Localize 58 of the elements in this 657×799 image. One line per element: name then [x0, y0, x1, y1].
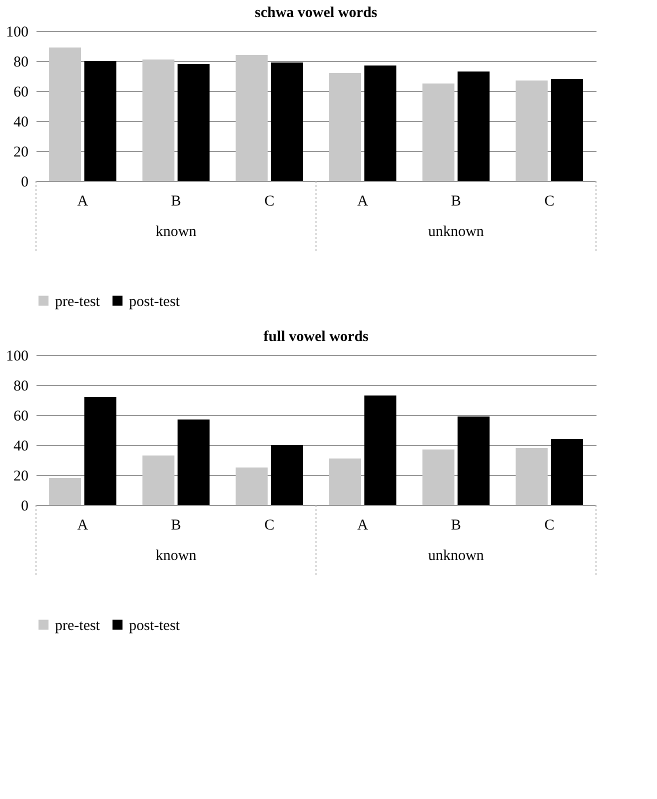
bar	[142, 60, 174, 181]
y-tick-label: 60	[14, 84, 28, 100]
bar	[49, 48, 82, 181]
legend-label: pre-test	[55, 294, 101, 310]
x-tick-label: B	[170, 194, 182, 210]
legend-label: post-test	[129, 618, 181, 634]
bar	[550, 79, 583, 181]
bar	[178, 64, 210, 181]
bar	[142, 456, 174, 505]
bar	[270, 445, 303, 505]
x-tick-label: C	[264, 518, 274, 534]
bar	[458, 416, 490, 505]
x-tick-label: A	[77, 518, 88, 534]
x-tick-label: C	[544, 194, 554, 210]
x-tick-label: B	[450, 518, 462, 534]
text: unknown	[428, 224, 484, 240]
bar	[84, 397, 116, 505]
chart-title: schwa vowel words	[254, 5, 378, 21]
bar	[236, 55, 268, 181]
y-tick-label: 80	[14, 54, 28, 70]
bar	[270, 62, 303, 181]
y-tick-label: 60	[14, 408, 28, 424]
bar	[516, 80, 548, 181]
x-tick-label: C	[544, 518, 554, 534]
bar	[236, 468, 268, 505]
bar	[422, 450, 454, 505]
bar	[178, 420, 210, 505]
x-tick-label: C	[264, 194, 274, 210]
y-tick-label: 100	[6, 348, 28, 364]
y-tick-label: 20	[14, 468, 28, 484]
bar	[49, 478, 82, 505]
text: known	[156, 224, 197, 240]
legend-label: post-test	[129, 294, 181, 310]
bar	[364, 396, 396, 505]
bar	[516, 448, 548, 505]
x-tick-label: B	[170, 518, 182, 534]
x-tick-label: A	[357, 518, 368, 534]
legend-label: pre-test	[55, 618, 101, 634]
bar	[329, 458, 362, 505]
y-tick-label: 0	[21, 174, 28, 190]
bar	[329, 73, 362, 181]
chart-title: full vowel words	[264, 329, 369, 345]
y-tick-label: 0	[21, 498, 28, 514]
text: known	[156, 548, 197, 564]
x-tick-label: B	[450, 194, 462, 210]
bar	[84, 61, 116, 181]
text: unknown	[428, 548, 484, 564]
x-tick-label: A	[77, 194, 88, 210]
y-tick-label: 100	[6, 24, 28, 40]
y-tick-label: 40	[14, 114, 28, 130]
y-tick-label: 20	[14, 144, 28, 160]
x-tick-label: A	[357, 194, 368, 210]
bar	[422, 84, 454, 181]
y-tick-label: 80	[14, 378, 28, 394]
bar	[364, 66, 396, 181]
y-tick-label: 40	[14, 438, 28, 454]
bar	[550, 439, 583, 505]
bar	[458, 72, 490, 181]
